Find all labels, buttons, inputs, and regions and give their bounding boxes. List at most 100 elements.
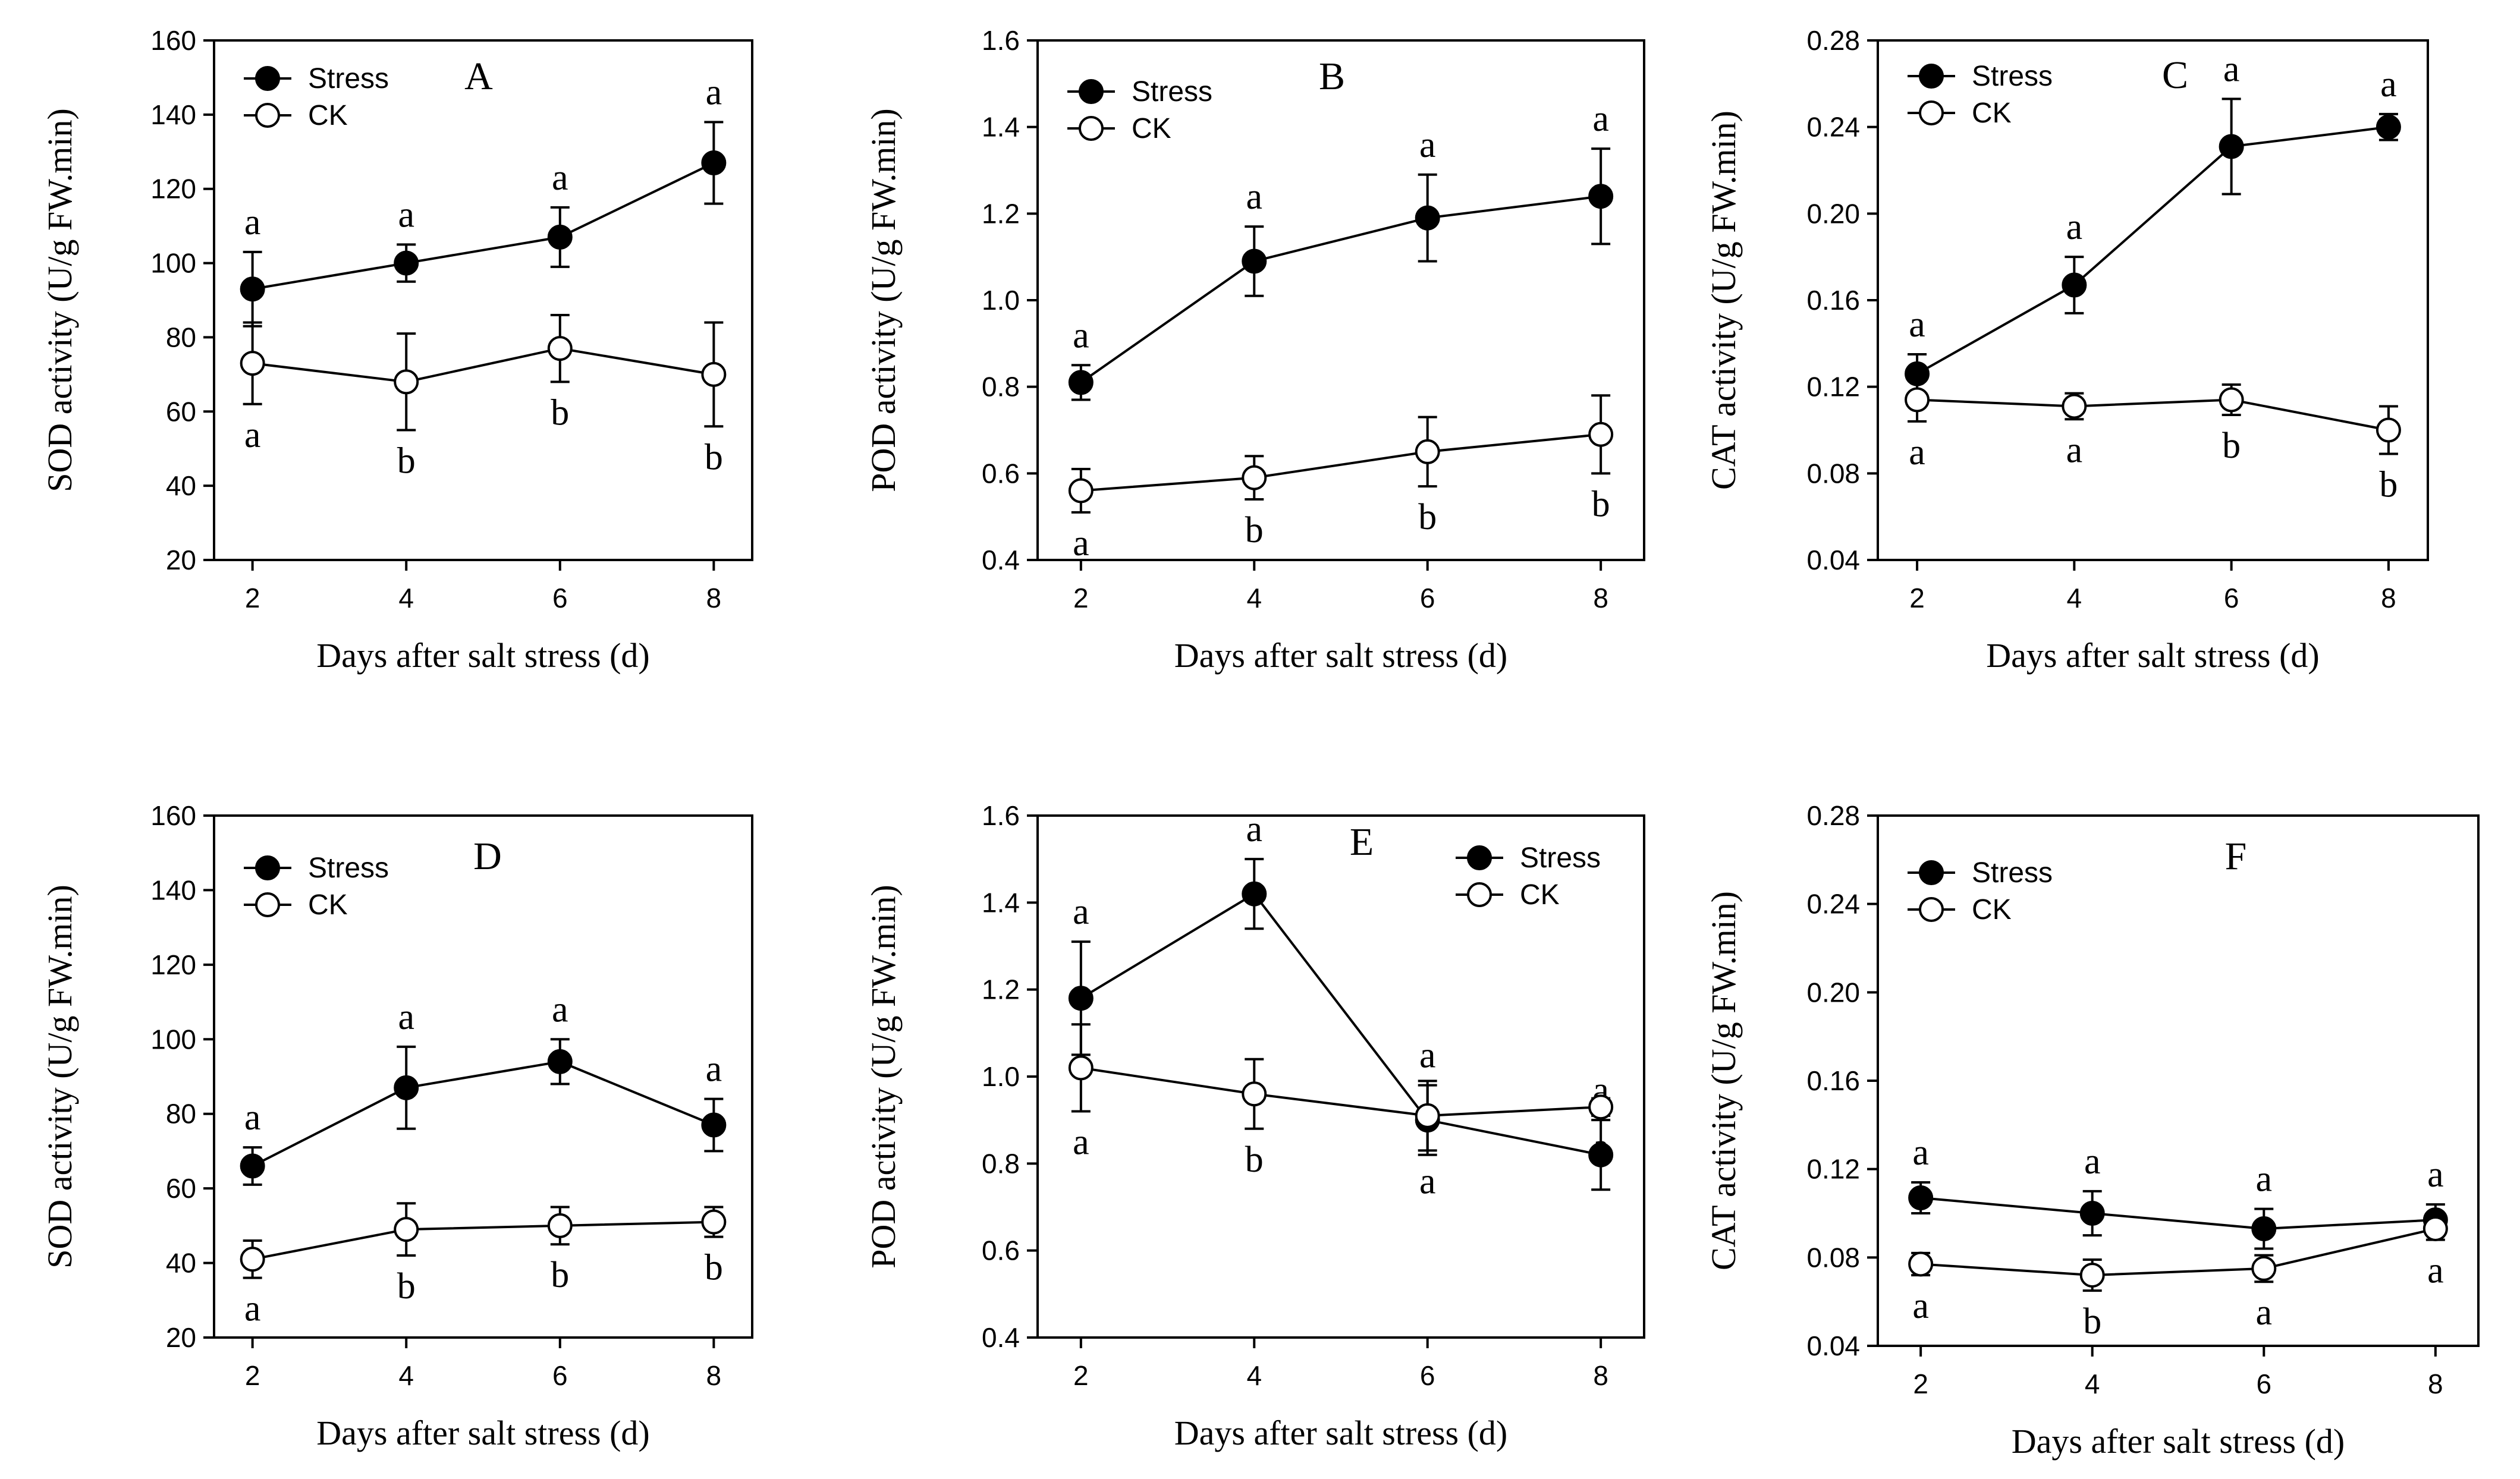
y-tick-label: 1.6: [982, 800, 1020, 831]
data-point: [1588, 184, 1614, 209]
data-point: [2219, 134, 2244, 159]
data-point: [240, 351, 265, 376]
y-axis-title: POD activity (U/g FW.min): [864, 108, 903, 492]
legend-marker: [1079, 116, 1104, 141]
legend-marker: [1467, 882, 1492, 907]
data-point: [240, 1153, 265, 1179]
significance-letter: b: [397, 1266, 416, 1307]
data-point: [394, 250, 419, 276]
y-tick-label: 0.04: [1806, 1330, 1860, 1361]
legend-label: CK: [1520, 879, 1560, 911]
series-line: [1080, 433, 1601, 492]
significance-letter: a: [1073, 315, 1089, 355]
x-tick-label: 8: [1593, 583, 1608, 613]
y-tick-label: 0.28: [1806, 25, 1860, 56]
x-tick-label: 6: [552, 1360, 568, 1391]
x-tick-label: 8: [706, 583, 722, 613]
data-point: [2062, 394, 2087, 419]
y-axis-title: SOD activity (U/g FW.min): [40, 108, 79, 492]
panel-f: 0.04 0.08 0.12 0.16 0.20 0.24 0.28 2 4 6 8 Days aft…: [1704, 800, 2480, 1461]
significance-letter: a: [1073, 1122, 1089, 1163]
data-point: [1242, 248, 1267, 274]
significance-letter: a: [552, 158, 568, 198]
data-point: [547, 1213, 573, 1238]
x-tick-label: 4: [1246, 583, 1262, 613]
y-tick-label: 0.24: [1806, 889, 1860, 920]
x-axis-title: Days after salt stress (d): [2012, 1422, 2345, 1461]
x-axis-title: Days after salt stress (d): [1174, 636, 1508, 675]
significance-letter: b: [397, 441, 416, 482]
y-tick-label: 120: [150, 174, 196, 204]
data-point: [547, 224, 573, 250]
x-tick-label: 6: [2256, 1368, 2271, 1399]
x-tick-label: 8: [2381, 583, 2396, 613]
significance-letter: a: [2427, 1251, 2444, 1291]
legend: Stress CK: [244, 852, 389, 921]
series-ck: a a bb: [1905, 377, 2401, 505]
x-tick-label: 8: [706, 1360, 722, 1391]
legend-label: CK: [1132, 113, 1171, 144]
significance-letter: a: [1073, 523, 1089, 564]
series-ck: a b a a: [1908, 1216, 2448, 1342]
data-point: [701, 150, 727, 176]
y-tick-label: 0.8: [982, 372, 1020, 402]
y-tick-label: 1.4: [982, 887, 1020, 918]
panel-letter: D: [473, 835, 502, 878]
significance-letter: a: [1419, 1161, 1436, 1201]
panel-letter: A: [464, 55, 493, 98]
legend: Stress CK: [1908, 857, 2053, 926]
y-tick-label: 1.2: [982, 198, 1020, 229]
significance-letter: a: [2223, 49, 2240, 89]
data-point: [1415, 1103, 1440, 1128]
data-point: [1905, 387, 1930, 413]
significance-letter: a: [1419, 1036, 1436, 1076]
data-point: [701, 1209, 727, 1235]
x-tick-label: 8: [2428, 1368, 2443, 1399]
data-point: [2376, 114, 2401, 140]
x-tick-label: 8: [1593, 1360, 1608, 1391]
y-tick-label: 120: [150, 949, 196, 980]
x-tick-label: 4: [2085, 1368, 2100, 1399]
panel-letter: B: [1319, 55, 1345, 98]
legend-label: CK: [1972, 97, 2012, 129]
panel-d: 20 40 60 80 100 120 140 160 2 4 6 8 Days after salt …: [40, 800, 753, 1452]
x-tick-label: 4: [1246, 1360, 1262, 1391]
significance-letter: b: [551, 1255, 569, 1295]
significance-letter: a: [1592, 99, 1609, 139]
significance-letter: a: [1592, 1126, 1609, 1167]
legend: Stress CK: [1908, 61, 2053, 129]
y-axis-title: CAT activity (U/g FW.min): [1704, 111, 1743, 490]
legend-label: Stress: [1132, 76, 1212, 108]
series-line: [252, 1220, 714, 1261]
y-tick-label: 100: [150, 1024, 196, 1055]
legend-label: Stress: [308, 63, 389, 95]
x-tick-label: 2: [245, 1360, 260, 1391]
data-point: [1068, 986, 1094, 1011]
y-tick-label: 140: [150, 874, 196, 905]
series-line: [1080, 892, 1601, 1156]
data-point: [394, 1217, 419, 1242]
data-point: [1068, 1055, 1094, 1081]
data-point: [547, 1049, 573, 1074]
y-tick-label: 0.16: [1806, 285, 1860, 316]
data-point: [1588, 1094, 1614, 1120]
plot-frame: [213, 39, 753, 561]
data-point: [2251, 1216, 2277, 1242]
y-tick-label: 0.12: [1806, 372, 1860, 402]
legend-label: Stress: [308, 852, 389, 884]
significance-letter: b: [705, 1248, 723, 1288]
significance-letter: b: [551, 392, 569, 433]
significance-letter: a: [2066, 430, 2083, 470]
x-tick-label: 4: [2067, 583, 2082, 613]
x-tick-label: 2: [245, 583, 260, 613]
legend-marker: [255, 66, 280, 91]
significance-letter: b: [2379, 465, 2398, 505]
data-point: [1068, 370, 1094, 395]
x-tick-label: 6: [1420, 1360, 1435, 1391]
panel-letter: C: [2162, 54, 2188, 97]
y-tick-label: 0.8: [982, 1148, 1020, 1179]
